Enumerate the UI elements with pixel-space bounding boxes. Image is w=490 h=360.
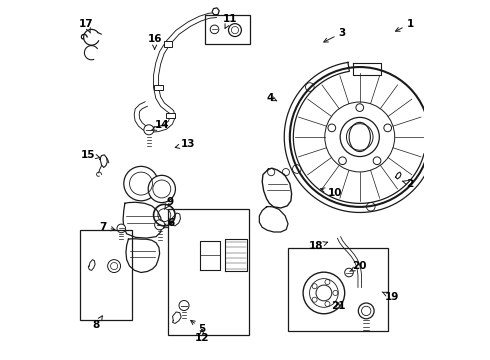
Circle shape — [148, 175, 175, 203]
Circle shape — [358, 303, 374, 319]
Bar — [80, 230, 132, 320]
Bar — [205, 15, 250, 44]
Text: 9: 9 — [164, 197, 173, 209]
Bar — [164, 41, 172, 46]
Text: 12: 12 — [195, 330, 209, 343]
Text: 6: 6 — [163, 218, 175, 228]
Circle shape — [344, 268, 353, 277]
Text: 15: 15 — [81, 150, 100, 160]
Bar — [168, 209, 248, 335]
Text: 7: 7 — [99, 222, 115, 231]
Text: 16: 16 — [147, 35, 162, 49]
Polygon shape — [123, 202, 162, 238]
Circle shape — [303, 272, 344, 314]
Text: 11: 11 — [222, 14, 237, 28]
Polygon shape — [262, 168, 292, 208]
Text: 5: 5 — [191, 320, 206, 334]
Bar — [166, 113, 175, 118]
Text: 2: 2 — [402, 179, 414, 189]
Text: 21: 21 — [331, 301, 345, 311]
Text: 14: 14 — [151, 121, 170, 130]
Polygon shape — [284, 62, 433, 212]
Circle shape — [179, 301, 189, 311]
Bar — [288, 248, 389, 330]
Text: 17: 17 — [79, 19, 94, 33]
Text: 19: 19 — [382, 292, 399, 302]
Text: 3: 3 — [324, 28, 345, 42]
Circle shape — [155, 220, 165, 230]
Polygon shape — [395, 172, 401, 179]
Polygon shape — [225, 239, 247, 271]
Text: 13: 13 — [175, 139, 195, 149]
Polygon shape — [212, 8, 219, 15]
Circle shape — [124, 166, 158, 201]
Polygon shape — [126, 239, 160, 273]
Text: 4: 4 — [267, 93, 277, 103]
Circle shape — [117, 224, 125, 233]
Text: 18: 18 — [309, 241, 328, 251]
Text: 20: 20 — [350, 261, 367, 271]
Polygon shape — [259, 207, 288, 232]
Text: 8: 8 — [93, 316, 102, 330]
Polygon shape — [200, 241, 220, 270]
Circle shape — [210, 25, 219, 34]
Text: 10: 10 — [320, 188, 342, 198]
Text: 1: 1 — [395, 19, 414, 31]
Bar — [154, 85, 163, 90]
Circle shape — [144, 125, 154, 135]
